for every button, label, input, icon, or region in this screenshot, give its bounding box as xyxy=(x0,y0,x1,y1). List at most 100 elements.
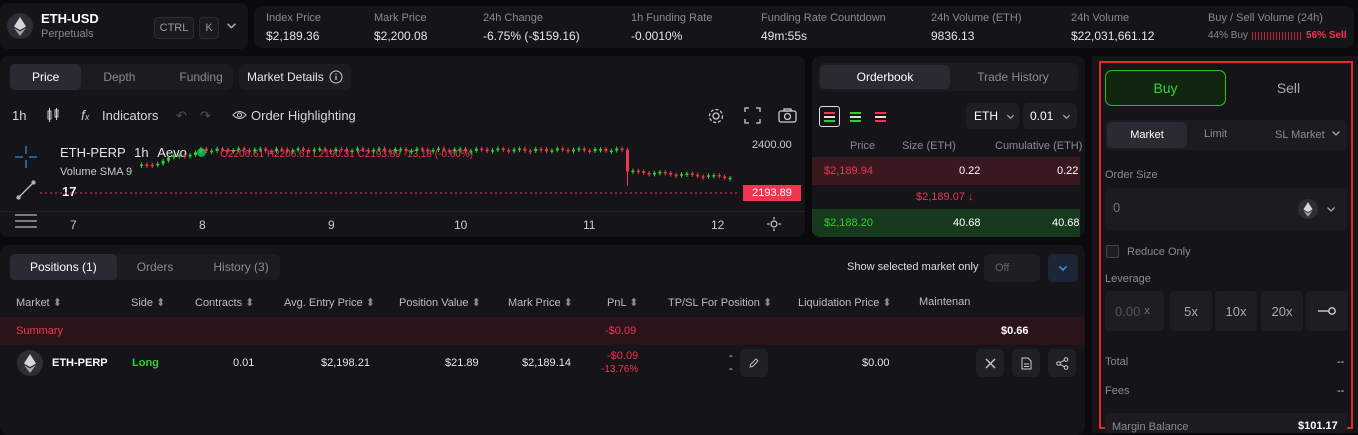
market-details-button[interactable]: Market Details xyxy=(239,64,351,90)
tab-orderbook[interactable]: Orderbook xyxy=(820,65,950,89)
tab-orders[interactable]: Orders xyxy=(136,260,174,274)
order-size-input[interactable] xyxy=(1105,188,1347,230)
leverage-5x-button[interactable]: 5x xyxy=(1170,291,1212,331)
tab-price[interactable]: Price xyxy=(10,64,82,90)
candle-body xyxy=(361,148,365,151)
candle-type-icon[interactable] xyxy=(46,107,60,126)
stat-value: -0.0010% xyxy=(631,29,683,43)
ob-col-cumulative: Cumulative (ETH) xyxy=(995,140,1083,152)
settings-gear-icon[interactable] xyxy=(707,107,725,128)
candle-body xyxy=(437,148,440,150)
candle-body xyxy=(647,173,651,175)
x-tick: 12 xyxy=(711,218,725,232)
share-position-button[interactable] xyxy=(1048,349,1076,377)
col-tpsl[interactable]: TP/SL For Position ⬍ xyxy=(668,296,772,309)
candle-body xyxy=(161,160,165,164)
candle-body xyxy=(485,149,489,152)
tradingview-logo-icon: 17 xyxy=(62,184,77,199)
candle-body xyxy=(145,164,149,166)
candle-body xyxy=(204,148,208,152)
chart-settings-icon[interactable] xyxy=(767,217,781,234)
order-type-limit[interactable]: Limit xyxy=(1204,128,1228,140)
edit-tpsl-button[interactable] xyxy=(740,349,768,377)
crosshair-icon[interactable] xyxy=(14,145,38,172)
indicators-button[interactable]: Indicators xyxy=(102,108,159,123)
stat-label: Index Price xyxy=(266,12,322,24)
candle-body xyxy=(555,148,559,151)
leverage-input[interactable]: 0.00 x xyxy=(1105,291,1164,331)
undo-icon[interactable]: ↶ xyxy=(176,108,187,123)
x-tick: 11 xyxy=(583,218,596,232)
candle-body xyxy=(604,148,608,152)
tab-history[interactable]: History (3) xyxy=(213,260,269,274)
view-both-icon[interactable] xyxy=(819,106,840,127)
collapse-positions-button[interactable] xyxy=(1048,254,1078,282)
chevron-down-icon[interactable] xyxy=(1326,204,1336,214)
sell-button[interactable]: Sell xyxy=(1276,80,1301,96)
order-type-market[interactable]: Market xyxy=(1107,122,1187,148)
redo-icon[interactable]: ↷ xyxy=(200,108,211,123)
candle-body xyxy=(302,148,305,150)
order-highlighting-toggle[interactable]: Order Highlighting xyxy=(251,108,356,123)
market-stats-bar: Index Price $2,189.36 Mark Price $2,200.… xyxy=(254,6,1354,48)
candle-body xyxy=(480,148,484,151)
buy-button[interactable]: Buy xyxy=(1105,70,1226,106)
candle-body xyxy=(307,149,311,152)
col-contracts[interactable]: Contracts ⬍ xyxy=(195,296,254,309)
candle-body xyxy=(545,149,548,152)
chevron-down-icon xyxy=(1063,114,1071,119)
bid-row[interactable]: $2,188.20 40.68 40.68 xyxy=(812,209,1080,237)
summary-row: Summary -$0.09 $0.66 xyxy=(0,317,1085,345)
info-icon xyxy=(329,70,343,84)
candle-body xyxy=(539,148,543,151)
table-row[interactable]: ETH-PERP Long 0.01 $2,198.21 $21.89 $2,1… xyxy=(0,347,1085,381)
candle-body xyxy=(696,174,700,177)
col-mark-price[interactable]: Mark Price ⬍ xyxy=(508,296,573,309)
candle-body xyxy=(237,148,241,151)
stat-funding-rate: 1h Funding Rate -0.0010% xyxy=(631,12,712,43)
bid-price: $2,188.20 xyxy=(824,217,873,229)
fullscreen-icon[interactable] xyxy=(744,107,761,127)
ask-row[interactable]: $2,189.94 0.22 0.22 xyxy=(812,157,1080,185)
col-liquidation[interactable]: Liquidation Price ⬍ xyxy=(798,296,892,309)
col-market[interactable]: Market ⬍ xyxy=(16,296,62,309)
col-pnl[interactable]: PnL ⬍ xyxy=(607,296,638,309)
candle-body xyxy=(345,149,349,152)
show-selected-toggle[interactable]: Off xyxy=(984,254,1040,282)
candle-body xyxy=(685,173,689,175)
chevron-down-icon[interactable] xyxy=(226,20,237,34)
trendline-icon[interactable] xyxy=(16,180,36,203)
order-type-sl-market[interactable]: SL Market xyxy=(1275,128,1341,141)
function-icon[interactable]: fx xyxy=(81,107,90,123)
tab-depth[interactable]: Depth xyxy=(103,70,136,84)
tab-funding[interactable]: Funding xyxy=(179,70,223,84)
fib-lines-icon[interactable] xyxy=(15,213,37,232)
candle-body xyxy=(258,148,262,151)
tab-trade-history[interactable]: Trade History xyxy=(977,70,1049,84)
leverage-slider-button[interactable] xyxy=(1306,291,1348,331)
view-asks-icon[interactable] xyxy=(871,107,890,129)
col-position-value[interactable]: Position Value ⬍ xyxy=(399,296,481,309)
eth-logo-icon xyxy=(7,13,33,39)
view-bids-icon[interactable] xyxy=(846,107,865,129)
order-size-field[interactable] xyxy=(1113,200,1263,215)
interval-selector[interactable]: 1h xyxy=(12,108,27,123)
reduce-only-checkbox[interactable] xyxy=(1106,245,1119,258)
camera-icon[interactable] xyxy=(778,108,797,126)
leverage-10x-button[interactable]: 10x xyxy=(1215,291,1257,331)
col-avg-entry[interactable]: Avg. Entry Price ⬍ xyxy=(284,296,375,309)
bid-size: 40.68 xyxy=(953,217,981,229)
stat-label: 1h Funding Rate xyxy=(631,12,713,24)
close-position-button[interactable] xyxy=(976,349,1004,377)
col-side[interactable]: Side ⬍ xyxy=(131,296,165,309)
stat-mark-price: Mark Price $2,200.08 xyxy=(374,12,427,43)
market-selector[interactable]: ETH-USD Perpetuals CTRL K xyxy=(0,3,248,49)
position-details-button[interactable] xyxy=(1012,349,1040,377)
candle-body xyxy=(474,148,478,151)
price-step-select[interactable]: 0.01 xyxy=(1023,103,1077,129)
tab-positions[interactable]: Positions (1) xyxy=(10,254,117,280)
leverage-20x-button[interactable]: 20x xyxy=(1261,291,1303,331)
candle-body xyxy=(210,150,214,153)
candle-body xyxy=(318,148,322,151)
asset-unit-select[interactable]: ETH xyxy=(966,103,1019,129)
